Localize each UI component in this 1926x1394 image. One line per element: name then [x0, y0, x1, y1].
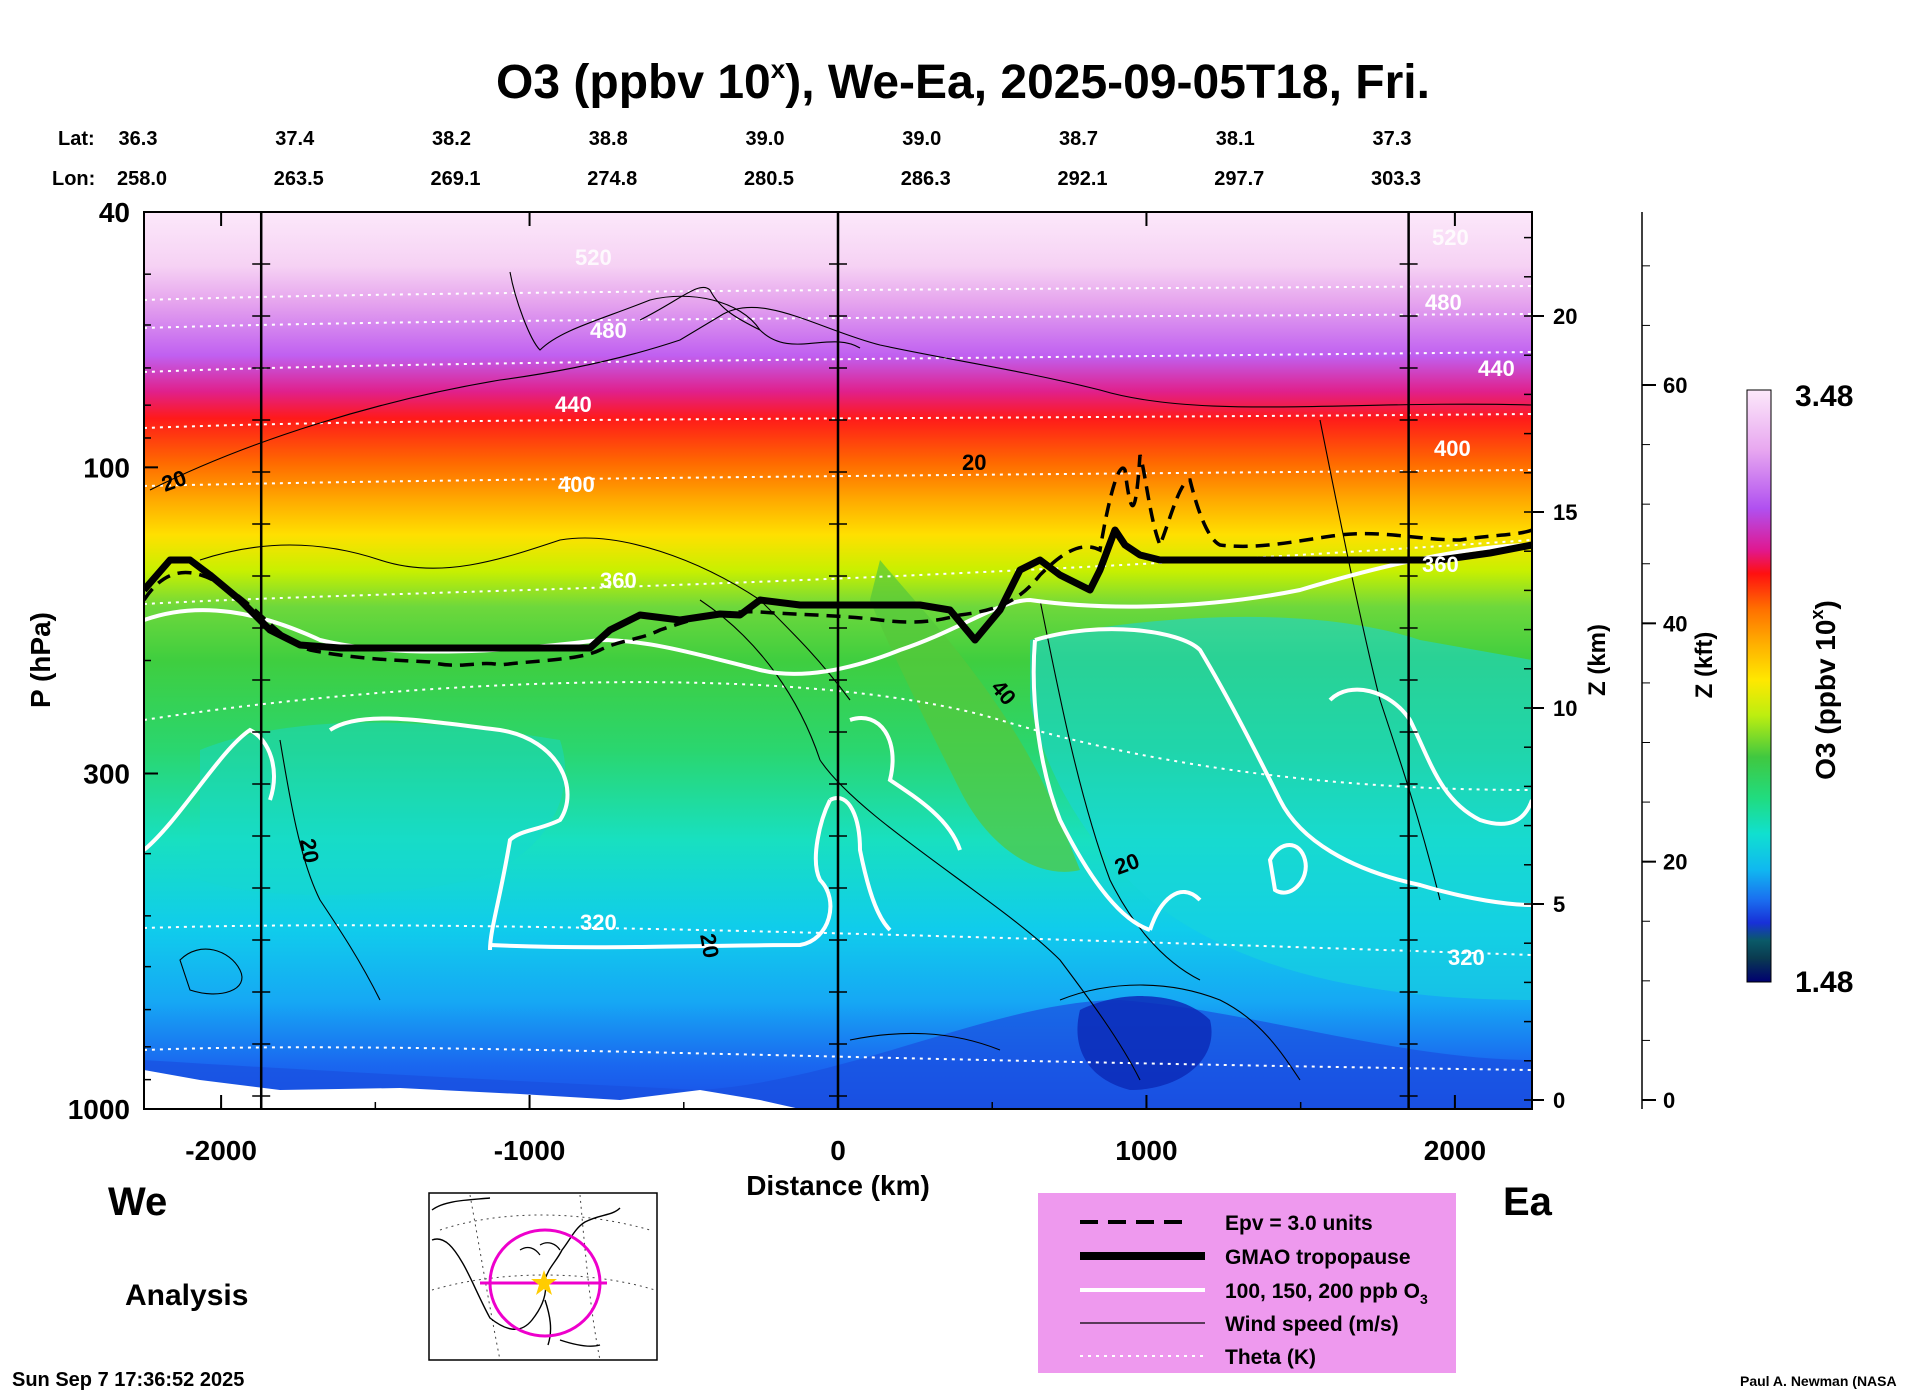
theta-label-440-east: 440 — [1478, 356, 1515, 381]
y-axis-pressure: 40 100 300 1000 — [68, 197, 158, 1125]
lat-tick-label: 38.7 — [1059, 128, 1098, 150]
x-axis-label: Distance (km) — [746, 1170, 930, 1201]
z-kft-tick-label: 20 — [1663, 850, 1687, 875]
low-ozone-region-west — [200, 722, 566, 895]
theta-label-520-east: 520 — [1432, 225, 1469, 250]
legend-ozone-label: 100, 150, 200 ppb O3 — [1225, 1280, 1428, 1307]
theta-labels: 520 520 480 480 440 440 400 400 360 360 … — [555, 225, 1515, 970]
lat-tick-label: 38.8 — [589, 128, 628, 150]
z-km-tick-label: 20 — [1553, 304, 1577, 329]
lat-tick-label: 39.0 — [902, 128, 941, 150]
x-tick-label: -2000 — [185, 1135, 257, 1166]
ozone-tongue — [870, 560, 1080, 872]
y-tick-label: 40 — [99, 197, 130, 228]
west-label: We — [108, 1180, 167, 1224]
theta-label-520: 520 — [575, 245, 612, 270]
wind-label-20-c: 20 — [295, 837, 324, 865]
x-tick-label: 1000 — [1115, 1135, 1177, 1166]
lon-tick-label: 286.3 — [901, 168, 951, 190]
epv-contour — [144, 454, 1532, 667]
y-axis-label: P (hPa) — [25, 612, 56, 708]
z-km-tick-label: 15 — [1553, 500, 1577, 525]
lon-tick-label: 292.1 — [1057, 168, 1107, 190]
ground-mask — [144, 1070, 800, 1109]
z-km-axis: 0 5 10 15 20 — [1524, 236, 1577, 1113]
inset-map — [428, 1192, 658, 1361]
vertical-markers — [252, 212, 1418, 1109]
lon-tick-label: 297.7 — [1214, 168, 1264, 190]
theta-label-360: 360 — [600, 568, 637, 593]
z-km-tick-label: 5 — [1553, 892, 1565, 917]
chart-title: O3 (ppbv 10x), We-Ea, 2025-09-05T18, Fri… — [496, 54, 1430, 109]
theta-label-320-east: 320 — [1448, 945, 1485, 970]
analysis-label: Analysis — [125, 1279, 248, 1312]
lat-tick-label: 38.2 — [432, 128, 471, 150]
theta-isentropes — [144, 285, 1532, 1071]
z-km-tick-label: 0 — [1553, 1088, 1565, 1113]
map-gridlines — [431, 1194, 656, 1361]
east-label: Ea — [1503, 1180, 1553, 1224]
lat-tick-label: 37.4 — [275, 128, 315, 150]
z-km-tick-label: 10 — [1553, 696, 1577, 721]
z-kft-label: Z (kft) — [1691, 632, 1718, 699]
gmao-tropopause — [144, 526, 1532, 652]
z-kft-axis: 0 20 40 60 — [1642, 265, 1687, 1113]
lat-tick-label: 37.3 — [1373, 128, 1412, 150]
x-tick-label: 0 — [830, 1135, 846, 1166]
y-tick-label: 1000 — [68, 1094, 130, 1125]
lon-tick-label: 269.1 — [430, 168, 480, 190]
coastline — [431, 1197, 621, 1347]
theta-label-360-east: 360 — [1422, 552, 1459, 577]
lat-lon-ticks: 36.3 258.0 37.4 263.5 38.2 269.1 38.8 274.8 39.0… — [117, 128, 1421, 190]
dark-blue-core — [1077, 996, 1212, 1090]
y-tick-label: 300 — [83, 758, 130, 789]
y-tick-label: 100 — [83, 452, 130, 483]
theta-label-440: 440 — [555, 392, 592, 417]
colorbar-max: 3.48 — [1795, 380, 1853, 413]
lon-tick-label: 280.5 — [744, 168, 794, 190]
theta-label-480: 480 — [590, 318, 627, 343]
colorbar-label: O3 (ppbv 10x) — [1807, 600, 1841, 780]
x-axis: -2000 -1000 0 1000 2000 — [185, 212, 1486, 1166]
z-kft-tick-label: 60 — [1663, 373, 1687, 398]
wind-label-20-b: 20 — [962, 450, 986, 475]
theta-label-400-east: 400 — [1434, 436, 1471, 461]
lat-tick-label: 36.3 — [119, 128, 158, 150]
legend-wind-label: Wind speed (m/s) — [1225, 1313, 1399, 1336]
z-kft-tick-label: 40 — [1663, 611, 1687, 636]
z-kft-tick-label: 0 — [1663, 1088, 1675, 1113]
lat-label: Lat: — [58, 128, 95, 150]
wind-speed-contours — [149, 271, 1532, 1081]
lon-label: Lon: — [52, 168, 95, 190]
theta-label-320: 320 — [580, 910, 617, 935]
timestamp: Sun Sep 7 17:36:52 2025 — [12, 1369, 244, 1391]
colorbar-min: 1.48 — [1795, 966, 1853, 999]
legend: Epv = 3.0 units GMAO tropopause 100, 150… — [1038, 1193, 1456, 1373]
lat-tick-label: 38.1 — [1216, 128, 1255, 150]
theta-label-400: 400 — [558, 472, 595, 497]
legend-box — [1038, 1193, 1456, 1373]
lon-tick-label: 303.3 — [1371, 168, 1421, 190]
x-tick-label: 2000 — [1424, 1135, 1486, 1166]
center-star-icon — [531, 1270, 557, 1295]
theta-label-480-east: 480 — [1425, 290, 1462, 315]
legend-epv-label: Epv = 3.0 units — [1225, 1212, 1373, 1235]
lon-tick-label: 258.0 — [117, 168, 167, 190]
lon-tick-label: 263.5 — [274, 168, 324, 190]
great-lakes — [519, 1242, 561, 1256]
colorbar — [1746, 389, 1772, 983]
x-tick-label: -1000 — [494, 1135, 566, 1166]
wind-label-20-e: 20 — [695, 932, 724, 960]
lon-tick-label: 274.8 — [587, 168, 637, 190]
legend-theta-label: Theta (K) — [1225, 1346, 1316, 1369]
lat-tick-label: 39.0 — [746, 128, 785, 150]
legend-tropopause-label: GMAO tropopause — [1225, 1246, 1411, 1269]
credit: Paul A. Newman (NASA — [1740, 1373, 1897, 1389]
z-km-label: Z (km) — [1584, 624, 1611, 696]
